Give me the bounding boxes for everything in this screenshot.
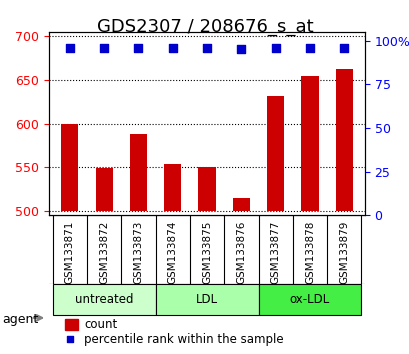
- Bar: [61, 124, 78, 211]
- Bar: [301, 75, 318, 211]
- Point: [238, 46, 244, 52]
- Text: untreated: untreated: [75, 293, 133, 306]
- Point: [135, 45, 142, 50]
- Point: [169, 45, 175, 50]
- FancyBboxPatch shape: [155, 284, 258, 315]
- Text: GSM133875: GSM133875: [202, 221, 211, 284]
- Text: GSM133876: GSM133876: [236, 221, 246, 284]
- Text: GSM133871: GSM133871: [65, 221, 74, 284]
- Point: [389, 257, 396, 262]
- Bar: [266, 96, 283, 211]
- Text: GSM133872: GSM133872: [99, 221, 109, 284]
- Bar: [130, 134, 147, 211]
- Text: GSM133874: GSM133874: [167, 221, 177, 284]
- Bar: [65, 319, 77, 330]
- Point: [101, 45, 107, 50]
- Bar: [335, 69, 352, 211]
- Text: agent: agent: [2, 313, 38, 326]
- Text: GSM133873: GSM133873: [133, 221, 143, 284]
- Text: GSM133878: GSM133878: [304, 221, 314, 284]
- Text: GSM133879: GSM133879: [339, 221, 348, 284]
- Bar: [164, 164, 181, 211]
- Point: [340, 45, 347, 50]
- Text: LDL: LDL: [196, 293, 218, 306]
- Bar: [198, 167, 215, 211]
- Text: count: count: [84, 318, 117, 331]
- Text: GDS2307 / 208676_s_at: GDS2307 / 208676_s_at: [97, 18, 312, 36]
- Bar: [95, 168, 112, 211]
- Point: [66, 45, 73, 50]
- Text: GSM133877: GSM133877: [270, 221, 280, 284]
- Bar: [232, 198, 249, 211]
- Point: [272, 45, 278, 50]
- FancyBboxPatch shape: [258, 284, 361, 315]
- Point: [203, 45, 210, 50]
- Text: percentile rank within the sample: percentile rank within the sample: [84, 332, 283, 346]
- Point: [306, 45, 312, 50]
- Text: ox-LDL: ox-LDL: [289, 293, 329, 306]
- FancyBboxPatch shape: [52, 284, 155, 315]
